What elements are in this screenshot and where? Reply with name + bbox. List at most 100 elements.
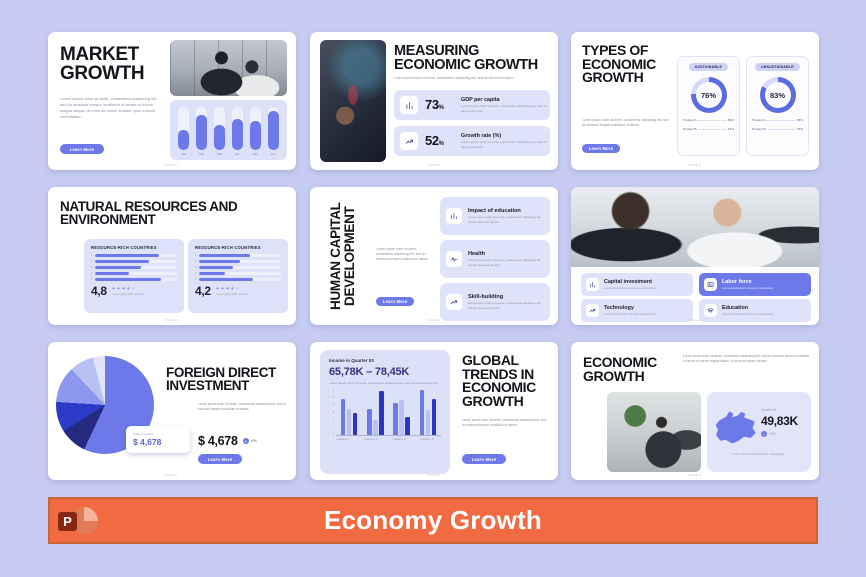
donut-chart-sustainable: 76% <box>690 77 727 113</box>
slide-growth-factors[interactable]: Capital investment Lorem ipsum dolor sit … <box>571 187 819 325</box>
growth-badge: + +2% <box>242 438 257 444</box>
body-text: Lorem ipsum dolor sit amet, consectetur … <box>60 96 158 119</box>
card-label: Income in Quarter 03 <box>329 358 374 363</box>
banner-title: Economy Growth <box>323 505 543 535</box>
resource-card-1: RESOURCE-RICH COUNTRIES 5 4 3 2 1 4,8 ✦ ✦… <box>84 239 184 313</box>
slide-market-growth[interactable]: MARKET GROWTH Lorem ipsum dolor sit amet… <box>48 32 296 170</box>
bar <box>95 265 141 270</box>
slide-title: MEASURING ECONOMIC GROWTH <box>394 43 538 74</box>
card-impact-of-education: Impact of education Lorem ipsum dolor sit… <box>440 197 550 235</box>
star-rating: ✦ ✦ ✦ ✦ ✦ <box>215 285 240 291</box>
slide-title: GLOBAL TRENDS IN ECONOMIC GROWTH <box>462 352 536 410</box>
bar <box>95 277 161 282</box>
bar <box>95 271 130 276</box>
graduation-cap-icon <box>704 304 717 317</box>
learn-more-button[interactable]: Learn More <box>60 144 104 154</box>
learn-more-button[interactable]: Learn More <box>376 297 414 306</box>
rating-value: 4,8 <box>91 284 107 299</box>
powerpoint-letter: P <box>58 511 77 531</box>
region-map-icon <box>715 411 756 444</box>
card-skill-building: Skill-building Lorem ipsum dolor sit amet… <box>440 283 550 321</box>
bar-chart-icon <box>446 208 462 224</box>
unsustainable-card: UNSUSTAINABLE 83% Product A 35% Product B… <box>746 56 809 156</box>
stat-gdp-per-capita: 73% GDP per capita Lorem ipsum dolor sit … <box>394 90 550 120</box>
page-footer: PAGE 2 <box>427 164 441 167</box>
body-text: Lorem ipsum dolor sit amet, consectetur … <box>683 354 810 363</box>
pie-tooltip: Highest income $ 4,678 <box>126 426 190 453</box>
star-rating: ✦ ✦ ✦ ✦ ✦ <box>111 285 136 291</box>
page-footer: PAGE 1 <box>165 164 179 167</box>
card-technology: Technology Lorem ipsum dolor sit amet, co… <box>581 299 693 322</box>
powerpoint-icon: P <box>58 505 98 537</box>
trend-up-icon <box>400 132 418 150</box>
bar <box>214 124 226 150</box>
office-meeting-photo <box>170 40 287 96</box>
bar <box>267 111 279 150</box>
pulse-icon <box>446 251 462 267</box>
trend-up-icon <box>586 304 599 317</box>
bar <box>231 118 243 150</box>
stat-label: GDP per capita <box>461 96 500 103</box>
bar <box>199 259 240 264</box>
learn-more-button[interactable]: Learn More <box>198 454 242 464</box>
page-footer: PAGE 6 <box>688 319 702 322</box>
stat-label: Quarter 04 <box>761 408 777 412</box>
businessmen-photo <box>571 187 819 267</box>
page-footer: PAGE 8 <box>427 474 441 477</box>
bar <box>178 130 190 150</box>
card-tag: SUSTAINABLE <box>688 63 729 71</box>
bar <box>95 259 150 264</box>
investment-value: $ 4,678 + +2% <box>198 434 257 448</box>
bar <box>199 271 226 276</box>
slide-global-trends[interactable]: Income in Quarter 03 65,78K – 78,45K Lor… <box>310 342 558 480</box>
page-footer: PAGE 4 <box>165 319 179 322</box>
slide-types-of-growth[interactable]: TYPES OF ECONOMIC GROWTH Lorem ipsum dol… <box>571 32 819 170</box>
resource-card-2: RESOURCE-RICH COUNTRIES 5 4 3 2 1 4,2 ✦ ✦… <box>188 239 288 313</box>
page-footer: PAGE 7 <box>165 474 179 477</box>
slide-measuring-growth[interactable]: MEASURING ECONOMIC GROWTH Lorem ipsum do… <box>310 32 558 170</box>
bar <box>199 277 254 282</box>
card-capital-investment: Capital investment Lorem ipsum dolor sit … <box>581 273 693 296</box>
monthly-bar-chart: Jan Feb Mar Apr May Jun <box>170 100 287 160</box>
body-text: Lorem ipsum dolor sit amet, consectetur … <box>394 76 514 80</box>
card-labor-force: Labor force Lorem ipsum dolor sit amet, c… <box>699 273 811 296</box>
slide-title-vertical: HUMAN CAPITAL DEVELOPMENT <box>327 202 357 310</box>
income-range: 65,78K – 78,45K <box>329 366 410 378</box>
bar-chart-icon <box>400 96 418 114</box>
learn-more-button[interactable]: Learn More <box>582 144 620 153</box>
slide-human-capital[interactable]: HUMAN CAPITAL DEVELOPMENT Lorem ipsum do… <box>310 187 558 325</box>
body-text: Lorem ipsum dolor sit amet, consectetur … <box>198 402 287 411</box>
slide-natural-resources[interactable]: NATURAL RESOURCES AND ENVIRONMENT RESOUR… <box>48 187 296 325</box>
id-card-icon <box>704 278 717 291</box>
slide-foreign-investment[interactable]: Highest income $ 4,678 FOREIGN DIRECT IN… <box>48 342 296 480</box>
slide-title: MARKET GROWTH <box>60 44 145 84</box>
slide-title: TYPES OF ECONOMIC GROWTH <box>582 42 656 86</box>
trend-up-icon <box>446 294 462 310</box>
donut-chart-unsustainable: 83% <box>759 77 796 113</box>
bar <box>95 254 159 258</box>
slide-title: ECONOMIC GROWTH <box>583 354 657 384</box>
bar <box>196 114 208 150</box>
sustainable-card: SUSTAINABLE 76% Product A 89% Product B 12… <box>677 56 740 156</box>
bar <box>199 265 234 270</box>
slide-economic-growth[interactable]: ECONOMIC GROWTH Lorem ipsum dolor sit am… <box>571 342 819 480</box>
body-text: Lorem ipsum dolor sit amet, consectetur … <box>376 247 430 261</box>
slide-title: NATURAL RESOURCES AND ENVIRONMENT <box>60 199 238 228</box>
page-footer: PAGE 5 <box>427 319 441 322</box>
stat-label: Growth rate (%) <box>461 132 502 139</box>
card-education: Education Lorem ipsum dolor sit amet, con… <box>699 299 811 322</box>
stat-value: 49,83K <box>761 414 798 428</box>
title-banner: P Economy Growth <box>48 497 818 544</box>
body-text: Lorem ipsum dolor sit amet, consectetur … <box>462 418 546 427</box>
bar-chart-icon <box>586 278 599 291</box>
quarter-stat-card: Quarter 04 49,83K + +1% Lorem ipsum dolor… <box>707 392 811 472</box>
stat-growth-rate: 52% Growth rate (%) Lorem ipsum dolor sit… <box>394 126 550 156</box>
body-text: Lorem ipsum dolor sit amet, consectetur … <box>582 118 669 127</box>
bar <box>249 121 261 150</box>
bar <box>199 254 250 258</box>
learn-more-button[interactable]: Learn More <box>462 454 506 464</box>
slide-title: FOREIGN DIRECT INVESTMENT <box>166 365 276 394</box>
page-footer: PAGE 3 <box>688 164 702 167</box>
